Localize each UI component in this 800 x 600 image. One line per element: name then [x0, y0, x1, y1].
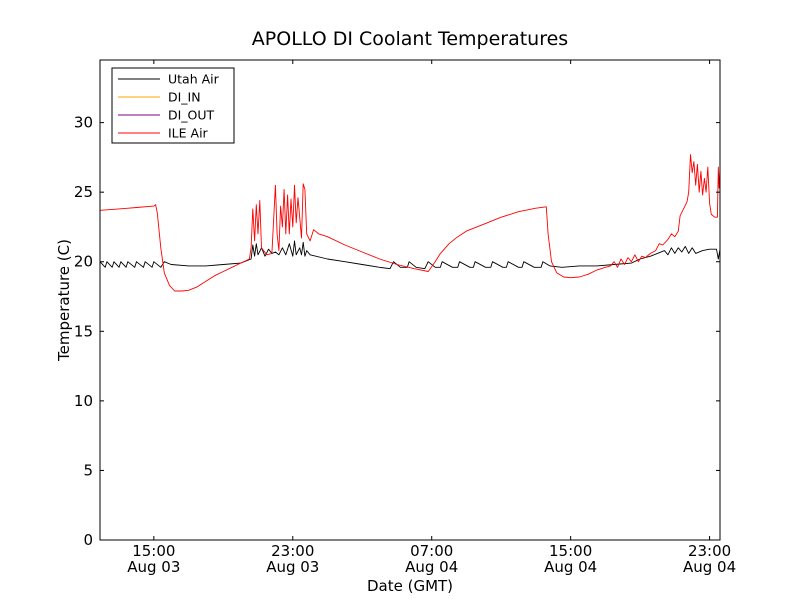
series-line-ile-air [100, 154, 720, 292]
x-tick-date-label: Aug 04 [544, 558, 597, 576]
y-tick-label: 5 [83, 461, 93, 479]
x-tick-time-label: 07:00 [410, 542, 453, 560]
x-tick-date-label: Aug 04 [405, 558, 458, 576]
x-tick-date-label: Aug 03 [127, 558, 180, 576]
y-axis-label: Temperature (C) [55, 239, 73, 362]
x-tick-date-label: Aug 04 [683, 558, 736, 576]
x-tick-time-label: 23:00 [271, 542, 314, 560]
y-tick-label: 0 [83, 531, 93, 549]
y-tick-label: 25 [74, 183, 93, 201]
x-tick-time-label: 15:00 [132, 542, 175, 560]
chart-title: APOLLO DI Coolant Temperatures [252, 28, 568, 50]
legend-label-utah-air: Utah Air [168, 72, 220, 87]
legend-label-di-in: DI_IN [168, 90, 201, 105]
plot-frame [99, 59, 721, 541]
x-tick-date-label: Aug 03 [266, 558, 319, 576]
y-tick-label: 30 [74, 114, 93, 132]
y-tick-label: 10 [74, 392, 93, 410]
y-tick-label: 20 [74, 253, 93, 271]
x-tick-time-label: 23:00 [688, 542, 731, 560]
x-axis-label: Date (GMT) [367, 577, 453, 595]
x-tick-time-label: 15:00 [549, 542, 592, 560]
legend-label-ile-air: ILE Air [168, 126, 209, 141]
legend-box [111, 67, 235, 144]
y-tick-label: 15 [74, 322, 93, 340]
series-line-utah-air [100, 240, 720, 270]
legend: Utah Air DI_IN DI_OUT ILE Air [111, 67, 235, 144]
legend-label-di-out: DI_OUT [168, 108, 215, 123]
series-layer [100, 154, 720, 292]
